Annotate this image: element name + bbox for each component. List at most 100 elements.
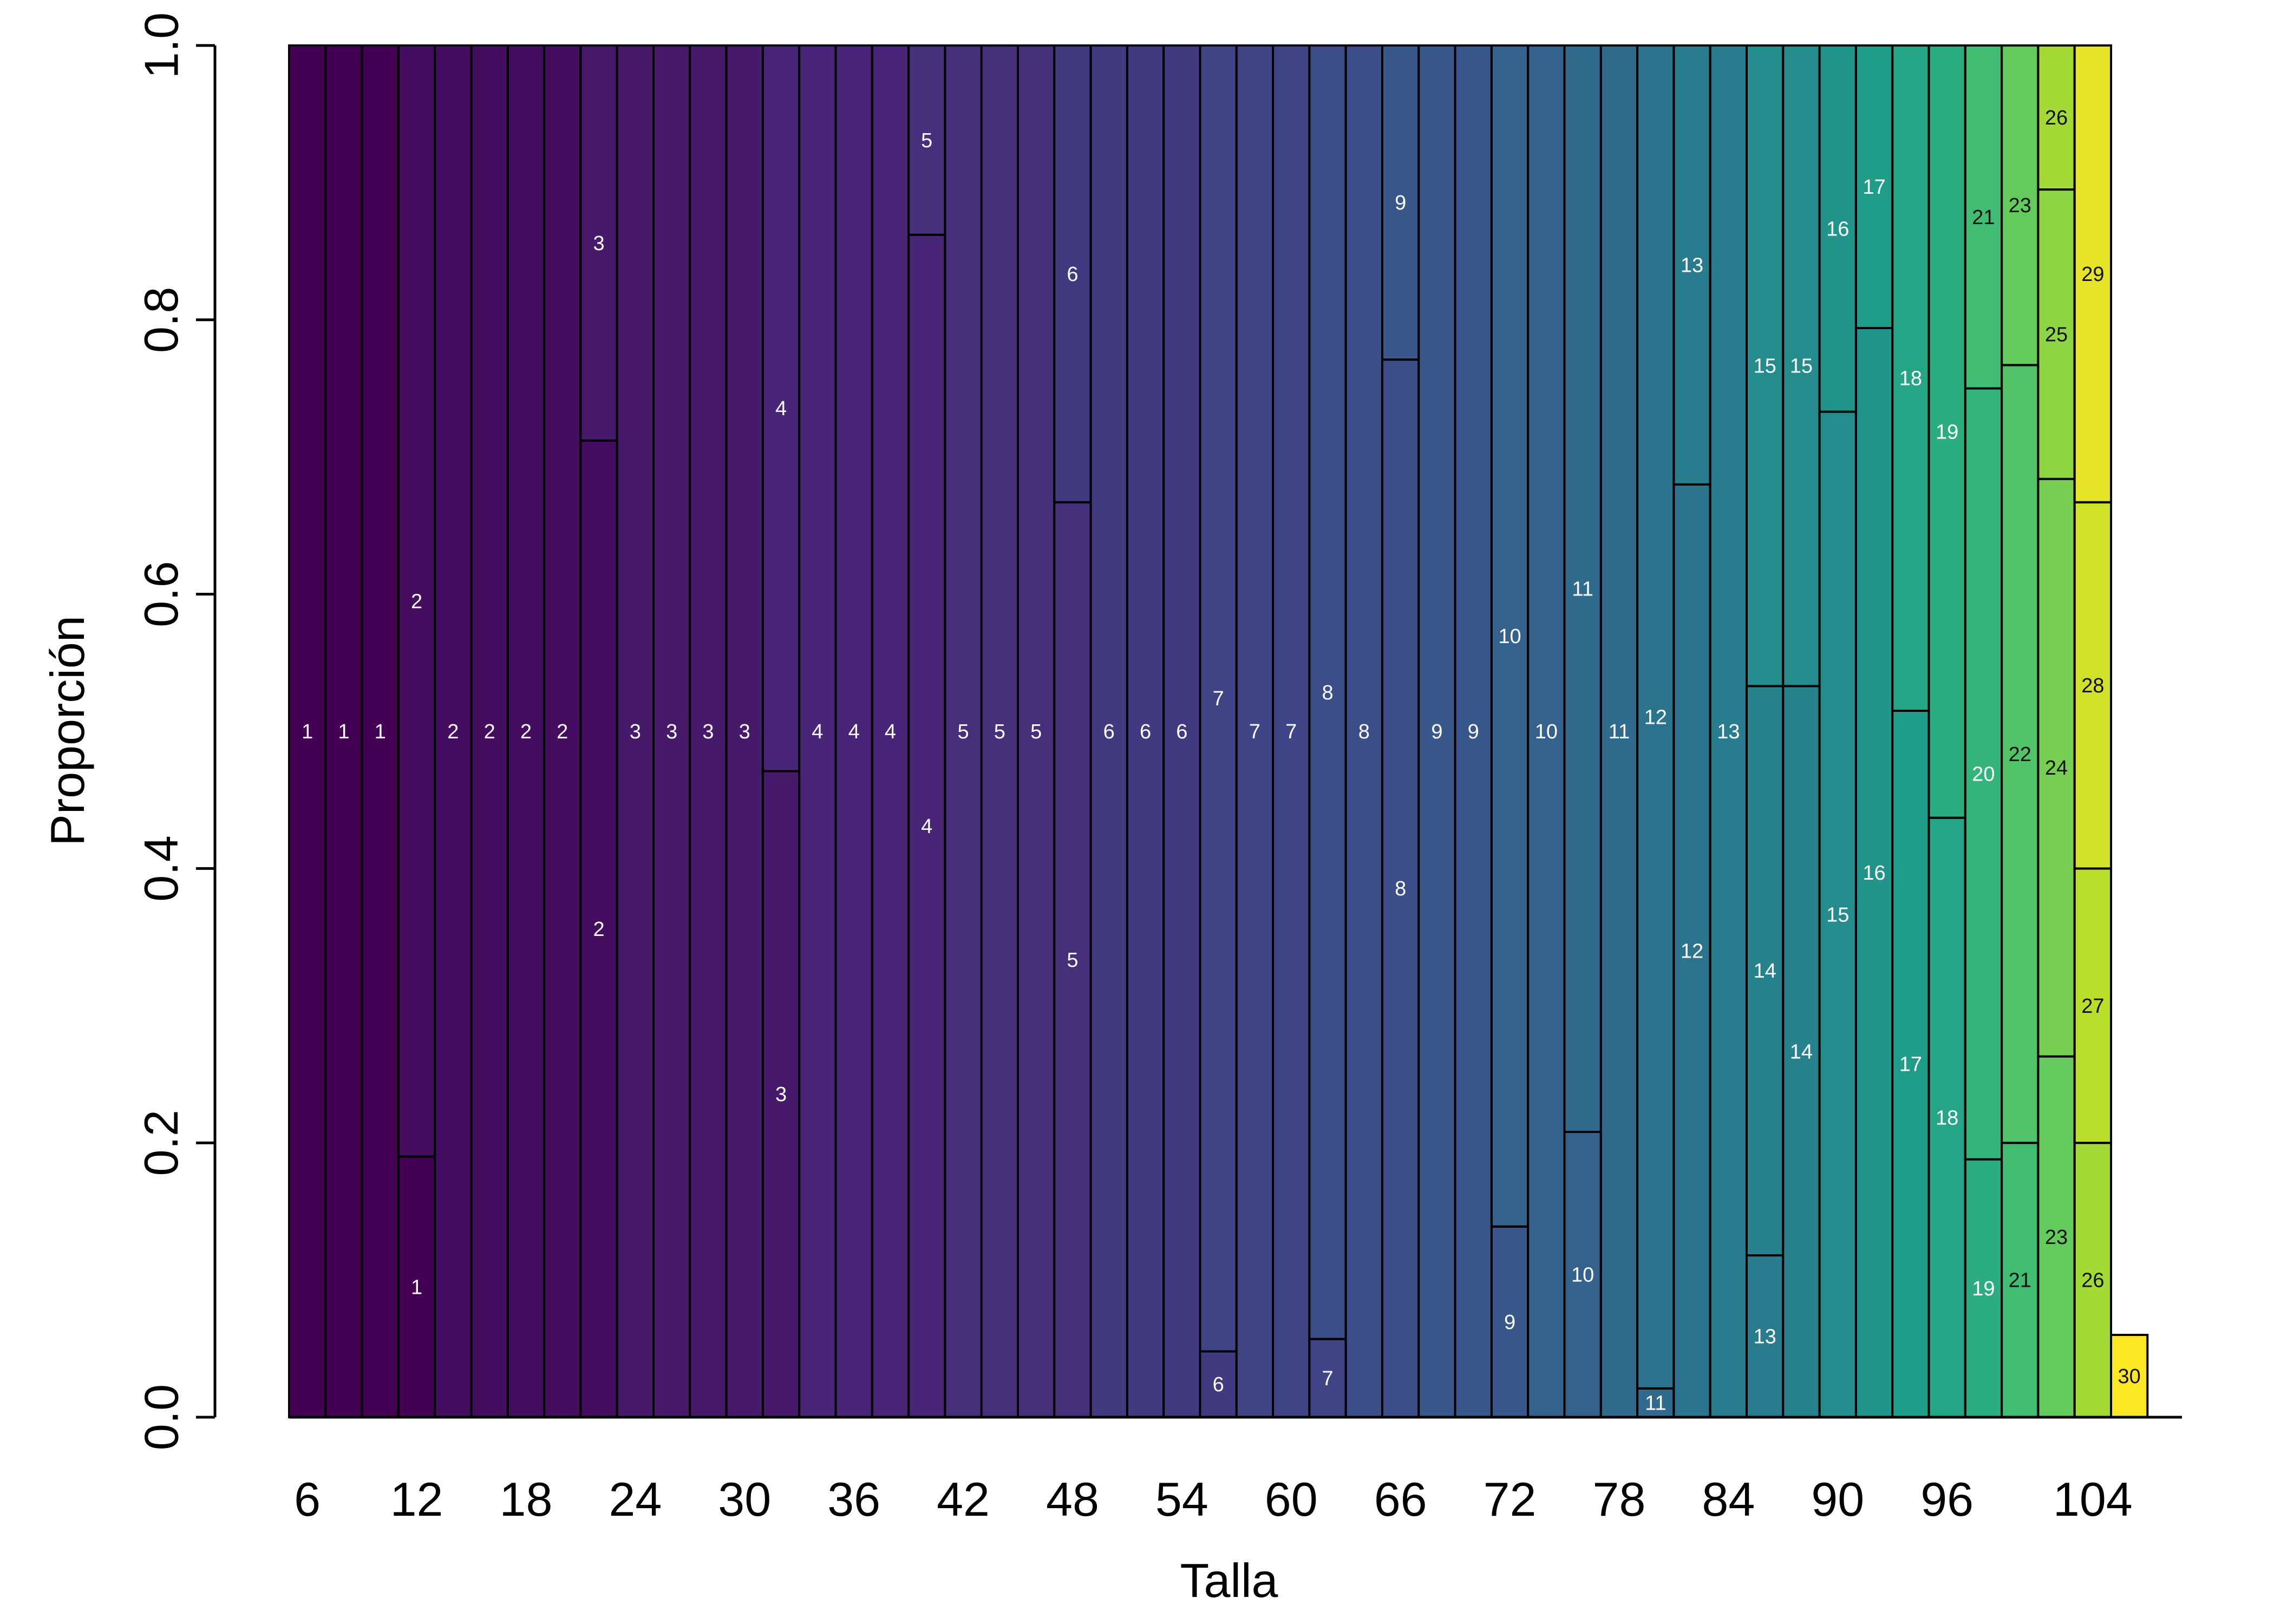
bar-segment — [1599, 44, 1639, 1418]
bar-segment — [871, 44, 910, 1418]
bar-segment — [1126, 44, 1165, 1418]
x-tick-label: 66 — [1374, 1472, 1427, 1526]
segment-label: 9 — [1395, 192, 1406, 214]
bar-segment — [1490, 1225, 1530, 1418]
segment-label: 11 — [1645, 1392, 1666, 1415]
segment-label: 26 — [2045, 107, 2068, 129]
bar-segment — [1672, 483, 1711, 1418]
segment-label: 6 — [1213, 1373, 1224, 1396]
y-tick-label: 1.0 — [134, 12, 188, 78]
bar-segment — [1782, 44, 1821, 687]
x-tick-label: 54 — [1155, 1472, 1208, 1526]
segment-label: 2 — [447, 721, 459, 743]
bar-segment — [2037, 44, 2076, 191]
segment-label: 26 — [2081, 1269, 2104, 1292]
bar-segment — [1636, 1387, 1675, 1418]
segment-label: 22 — [2009, 743, 2031, 766]
bar-segment — [2073, 44, 2112, 503]
segment-label: 1 — [411, 1276, 422, 1299]
segment-label: 3 — [593, 232, 604, 255]
segment-label: 15 — [1826, 903, 1849, 926]
segment-label: 3 — [666, 721, 677, 743]
segment-label: 23 — [2045, 1226, 2068, 1249]
segment-label: 2 — [520, 721, 532, 743]
y-tick-label: 0.0 — [134, 1384, 188, 1450]
segment-label: 20 — [1972, 763, 1995, 786]
bar-segment — [1308, 44, 1347, 1340]
segment-label: 16 — [1863, 862, 1885, 885]
segment-label: 5 — [1067, 949, 1078, 972]
segment-label: 7 — [1249, 721, 1260, 743]
segment-label: 3 — [739, 721, 750, 743]
bar-segment — [907, 44, 946, 236]
segment-label: 2 — [557, 721, 568, 743]
segment-label: 6 — [1140, 721, 1151, 743]
segment-label: 14 — [1754, 960, 1776, 983]
segment-label: 11 — [1572, 578, 1593, 600]
bar-segment — [1964, 44, 2003, 390]
bar-segment — [506, 44, 546, 1418]
bar-segment — [324, 44, 363, 1418]
bar-segment — [1563, 1130, 1602, 1418]
segment-label: 2 — [411, 590, 422, 613]
segment-label: 7 — [1285, 721, 1297, 743]
segment-label: 18 — [1936, 1106, 1958, 1129]
segment-label: 21 — [2009, 1269, 2031, 1292]
segment-label: 5 — [1030, 721, 1042, 743]
segment-label: 10 — [1498, 625, 1521, 648]
x-tick-label: 30 — [718, 1472, 771, 1526]
segment-label: 1 — [375, 721, 386, 743]
segment-label: 2 — [593, 918, 604, 941]
x-tick-label: 36 — [827, 1472, 880, 1526]
bar-segment — [1563, 44, 1602, 1133]
bar-segment — [2037, 188, 2076, 480]
bar-segment — [1854, 44, 1894, 330]
segment-label: 3 — [702, 721, 714, 743]
bar-segment — [1636, 44, 1675, 1390]
x-tick-label: 60 — [1265, 1472, 1318, 1526]
segment-label: 14 — [1790, 1041, 1813, 1064]
axes-layer: 0.00.20.40.60.81.06 12 18 24 30 36 42 48 54 60 66 7… — [134, 12, 2182, 1526]
segment-label: 5 — [994, 721, 1005, 743]
bar-segment — [616, 44, 655, 1418]
segment-label: 8 — [1358, 721, 1370, 743]
bar-segment — [761, 44, 801, 772]
segment-label: 9 — [1504, 1311, 1515, 1334]
x-tick-label: 104 — [2053, 1472, 2133, 1526]
bar-segment — [2073, 1142, 2112, 1418]
segment-label: 12 — [1644, 706, 1667, 729]
segment-label: 6 — [1067, 263, 1078, 286]
segment-label: 10 — [1535, 721, 1558, 743]
segment-label: 13 — [1717, 721, 1740, 743]
bar-segment — [2073, 867, 2112, 1144]
bar-segment — [288, 44, 327, 1418]
segment-label: 6 — [1103, 721, 1115, 743]
segment-label: 16 — [1826, 218, 1849, 240]
bar-segment — [1964, 1158, 2003, 1418]
segment-label: 6 — [1176, 721, 1187, 743]
bar-segment — [1053, 44, 1092, 503]
y-tick-label: 0.8 — [134, 287, 188, 353]
segment-label: 18 — [1899, 367, 1922, 390]
segment-label: 8 — [1322, 682, 1333, 704]
segment-label: 15 — [1790, 355, 1813, 378]
x-tick-label: 48 — [1046, 1472, 1099, 1526]
segment-label: 19 — [1972, 1278, 1995, 1300]
segment-label: 2 — [484, 721, 495, 743]
x-tick-label: 42 — [937, 1472, 990, 1526]
y-tick-label: 0.4 — [134, 835, 188, 901]
segment-label: 15 — [1754, 355, 1776, 378]
segment-label: 3 — [775, 1083, 787, 1106]
segment-label: 5 — [921, 129, 932, 152]
segment-label: 1 — [302, 721, 313, 743]
x-tick-label: 18 — [500, 1472, 553, 1526]
segment-label: 4 — [775, 397, 787, 420]
segment-label: 10 — [1571, 1263, 1594, 1286]
x-tick-label: 24 — [609, 1472, 662, 1526]
x-tick-label: 96 — [1920, 1472, 1974, 1526]
bar-segment — [2110, 1333, 2149, 1418]
segment-label: 13 — [1681, 254, 1703, 277]
x-tick-label: 90 — [1811, 1472, 1864, 1526]
